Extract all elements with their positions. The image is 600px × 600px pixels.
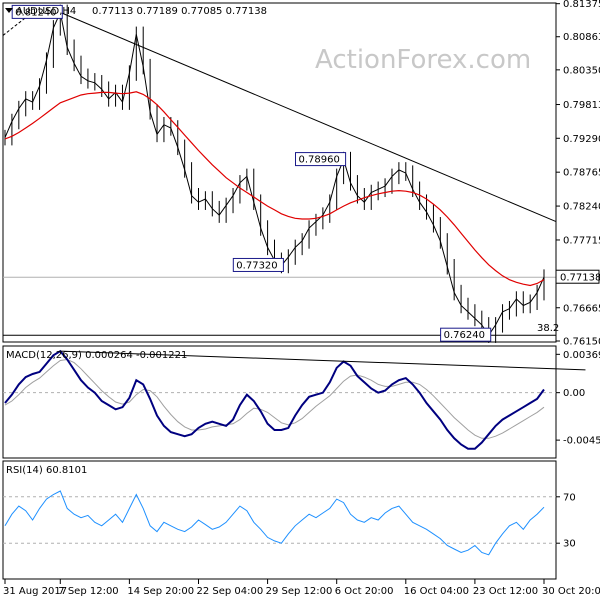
price-axis-label: 0.79813 (563, 100, 600, 111)
price-level-annotation-box (11, 4, 63, 19)
rsi-axis-label: 70 (563, 492, 576, 503)
rsi-line (4, 490, 545, 556)
price-axis-label: 0.76665 (563, 303, 600, 314)
price-level-annotation-box (295, 152, 347, 167)
macd-axis-label: 0.00 (563, 388, 585, 399)
macd-axis-label: -0.004574 (563, 436, 600, 447)
price-series (2, 4, 557, 343)
time-axis-label: 7 Sep 12:00 (58, 586, 118, 597)
moving-average-line (4, 91, 545, 287)
price-level-annotation: 0.81240 (15, 7, 56, 18)
rsi-gridlines (3, 496, 556, 544)
symbol-header: AUDUSD,H4 (16, 6, 76, 17)
watermark: ActionForex.com (315, 45, 531, 75)
time-axis-label: 22 Sep 04:00 (196, 586, 263, 597)
rsi-axis-label: 30 (563, 539, 576, 550)
price-level-annotation-box (232, 257, 284, 272)
rsi-panel: 70 30 RSI(14) 60.8101 (2, 460, 576, 580)
time-axis-label: 30 Oct 20:00 (542, 586, 600, 597)
price-header: AUDUSD,H4 0.77113 0.77189 0.77085 0.7713… (5, 6, 267, 17)
price-axis-label: 0.77715 (563, 235, 600, 246)
time-axis-label: 14 Sep 20:00 (127, 586, 194, 597)
fib-level-label: 38.2 (537, 323, 559, 334)
time-axis-label: 23 Oct 12:00 (473, 586, 538, 597)
macd-trendline (60, 350, 586, 371)
macd-title: MACD(12,26,9) 0.000264 -0.001221 (6, 350, 187, 361)
current-price-box (555, 269, 600, 284)
time-axis-label: 6 Oct 20:00 (335, 586, 394, 597)
rsi-panel-frame (2, 460, 557, 580)
price-axis-label: 0.80863 (563, 32, 600, 43)
price-level-annotation: 0.78960 (299, 155, 340, 166)
collapse-triangle-icon[interactable] (5, 8, 13, 13)
price-axis-label: 0.78765 (563, 168, 600, 179)
rsi-series (4, 490, 545, 556)
ohlc-header: 0.77113 0.77189 0.77085 0.77138 (92, 6, 267, 17)
macd-signal-line (4, 358, 545, 439)
price-panel-frame (2, 2, 557, 343)
price-trendline (60, 11, 557, 223)
price-level-annotation: 0.76240 (444, 330, 485, 341)
current-price-label: 0.77138 (560, 273, 600, 284)
price-axis-label: 0.81375 (563, 0, 600, 10)
macd-axis: 0.003694 0.00 -0.004574 (556, 350, 600, 447)
time-axis-label: 16 Oct 04:00 (404, 586, 469, 597)
macd-axis-label: 0.003694 (563, 350, 600, 361)
macd-panel-frame (2, 345, 557, 459)
time-axis-label: 29 Sep 12:00 (266, 586, 333, 597)
price-level-annotation: 0.77320 (236, 260, 277, 271)
price-level-annotation-box (440, 327, 492, 342)
macd-series (4, 349, 586, 450)
macd-panel: 0.003694 0.00 -0.004574 MACD(12,26,9) 0.00… (2, 345, 600, 459)
price-panel: ActionForex.com 38.2 0.81240 0.77320 0.789… (2, 0, 600, 348)
macd-main-line (4, 349, 545, 450)
rsi-title: RSI(14) 60.8101 (6, 465, 87, 476)
price-annotations: 0.81240 0.77320 0.78960 0.76240 (11, 4, 492, 342)
time-axis-label: 31 Aug 2017 (3, 586, 67, 597)
rsi-axis: 70 30 (556, 492, 576, 550)
